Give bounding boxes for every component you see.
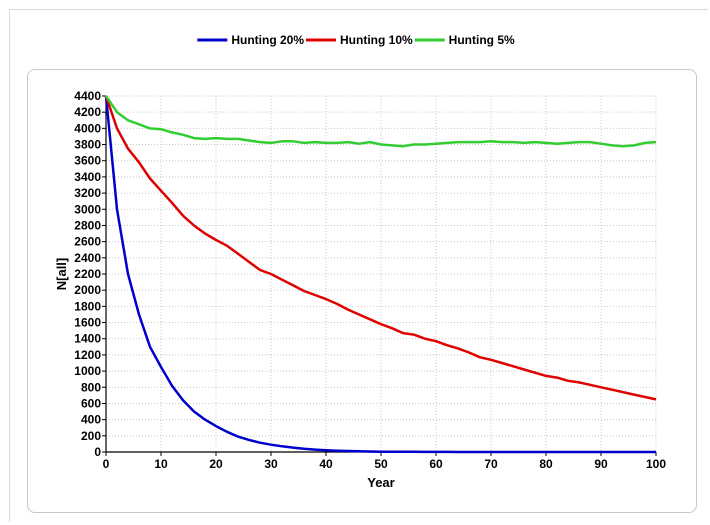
y-tick-label: 3400 — [74, 170, 101, 184]
y-tick-label: 1400 — [74, 332, 101, 346]
y-tick-label: 2600 — [74, 235, 101, 249]
legend-label-2: Hunting 10% — [340, 33, 413, 47]
y-tick-label: 1000 — [74, 364, 101, 378]
y-tick-label: 3600 — [74, 154, 101, 168]
grid — [105, 95, 657, 453]
y-tick-label: 600 — [81, 396, 101, 410]
y-axis-title: N[all] — [54, 258, 69, 291]
y-tick-label: 2800 — [74, 218, 101, 232]
x-tick-label: 0 — [103, 457, 110, 471]
x-tick-label: 40 — [319, 457, 333, 471]
y-tick-label: 1200 — [74, 348, 101, 362]
y-tick-label: 3800 — [74, 138, 101, 152]
x-tick-label: 80 — [539, 457, 553, 471]
series-line-3 — [104, 95, 657, 148]
legend: Hunting 20% Hunting 10% Hunting 5% — [197, 33, 515, 47]
x-tick-label: 50 — [374, 457, 388, 471]
y-tick-label: 0 — [94, 445, 101, 459]
x-tick-label: 60 — [429, 457, 443, 471]
x-axis-title: Year — [367, 475, 394, 490]
x-tick-label: 20 — [209, 457, 223, 471]
y-tick-label: 2200 — [74, 267, 101, 281]
y-tick-label: 800 — [81, 380, 101, 394]
y-tick-label: 4200 — [74, 105, 101, 119]
x-tick-label: 10 — [154, 457, 168, 471]
y-tick-label: 1600 — [74, 316, 101, 330]
x-tick-label: 90 — [594, 457, 608, 471]
series-line-2 — [104, 95, 657, 401]
x-tick-label: 70 — [484, 457, 498, 471]
legend-label-1: Hunting 20% — [231, 33, 304, 47]
y-tick-label: 4400 — [74, 89, 101, 103]
x-tick-label: 100 — [646, 457, 666, 471]
x-tick-label: 30 — [264, 457, 278, 471]
chart-frame — [9, 9, 708, 522]
series-line-1 — [104, 95, 656, 454]
y-tick-label: 1800 — [74, 299, 101, 313]
y-tick-label: 3000 — [74, 202, 101, 216]
tick-labels: 0200400600800100012001400160018002000220… — [74, 89, 666, 471]
y-tick-label: 200 — [81, 429, 101, 443]
y-tick-label: 2000 — [74, 283, 101, 297]
y-tick-label: 400 — [81, 413, 101, 427]
y-tick-label: 3200 — [74, 186, 101, 200]
series-lines — [104, 95, 657, 454]
legend-label-3: Hunting 5% — [449, 33, 515, 47]
y-tick-label: 2400 — [74, 251, 101, 265]
y-tick-label: 4000 — [74, 121, 101, 135]
